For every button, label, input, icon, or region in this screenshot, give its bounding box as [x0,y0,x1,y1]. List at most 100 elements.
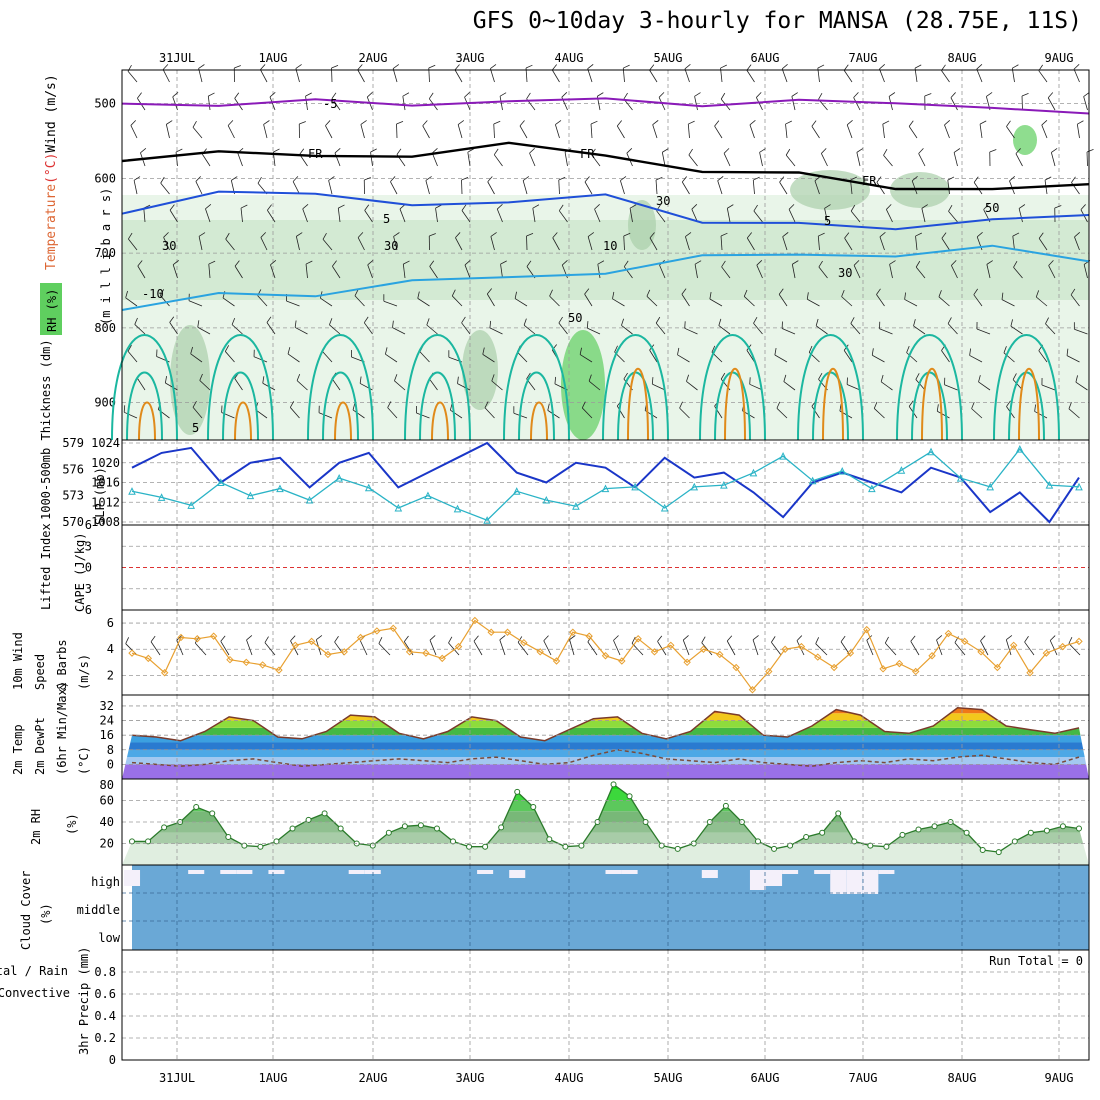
wind-barb-181-flag [163,232,169,238]
wind-barb-338-flag [394,374,398,381]
wind-barb-17 [684,68,690,83]
wind-barb-191-flag [490,232,497,237]
wind-barb-86 [979,124,983,139]
wind-barb-79 [749,124,755,139]
wind-barb-83-flag [882,120,890,125]
wind-barb-113-flag [883,149,888,156]
wind-barb-386-flag [971,401,975,409]
wind-barb-314-flag [579,347,582,355]
wind-barb-25 [941,70,950,83]
wind-barb-75 [616,125,625,139]
wind-barb-261-flag [806,292,809,300]
temp-band-9 [122,695,1089,706]
wind-marker-57 [1058,642,1067,651]
wind-barb-151 [169,209,178,223]
wind-barb-9-flag [428,64,436,69]
wind-barb-170-flag [788,204,795,210]
wind-barb-59 [1083,96,1088,111]
sfc-barb-17-flag [517,636,523,643]
sfc-barb-33-flag [884,636,889,644]
wind-barb-100 [467,152,471,167]
wind-barb-102 [529,152,536,167]
wind-barb-194-flag [587,232,595,237]
wind-barb-162 [532,208,536,223]
wind-barb-339 [428,378,438,391]
wind-barb-347 [686,381,698,391]
wind-barb-131-flag [487,176,493,183]
sfc-barb-36 [954,642,966,656]
wind-barb-180-flag [128,232,133,240]
wind-barb-197-flag [685,232,692,237]
wind-barb-106-flag [662,148,669,153]
wind-barb-335-flag [296,373,301,381]
wind-barb-120 [133,180,138,195]
wind-barb-13 [551,69,560,83]
wind-barb-77 [687,124,690,139]
thickness-marker-8 [364,483,373,492]
wind-barb-7-flag [357,64,363,71]
wind-barb-18-flag [720,64,728,69]
wind-barb-47 [694,96,698,111]
sfc-barb-25 [701,642,713,656]
wind-barb-228-flag [721,260,726,268]
wind-barb-117 [1015,153,1023,167]
wind-barb-133-flag [558,176,566,181]
wind-marker-6 [226,655,234,664]
wind-barb-106 [661,152,666,167]
wind-barb-225-flag [623,260,629,267]
wind-barb-321-flag [808,345,813,353]
stab-tick-0: 6 [85,518,92,532]
wind-barb-345-flag [623,372,628,380]
wind-barb-67 [360,124,365,139]
wind-barb-115 [953,152,958,167]
wind-barb-149-flag [1071,176,1076,183]
isotherm-orange-2 [334,401,352,441]
wind-barb-38 [402,96,406,111]
wind-barb-69 [422,125,430,139]
cloud-bar-36 [701,870,718,878]
wind-barb-58 [1047,97,1056,111]
cloud-bar-0 [123,870,141,886]
thickness-marker-13 [512,487,521,495]
pressure-tick-1: 600 [94,171,116,185]
wind-barb-10-flag [454,64,460,71]
wind-barb-71 [493,123,495,139]
rh-marker-28 [578,842,585,849]
wind-barb-112 [856,152,861,167]
thickness-marker-3 [216,478,225,486]
wind-barb-347-flag [686,374,690,382]
rh-marker-42 [803,834,810,841]
wind-barb-50 [791,96,796,111]
wind-barb-336 [331,378,341,391]
temp-tick-4: 0 [107,757,114,771]
wind-barb-217 [367,264,373,279]
wind-barb-227-flag [694,260,702,265]
wind-barb-160-flag [461,204,467,211]
wind-label-2: & Barbs [55,639,69,690]
wind-barb-22 [843,70,853,83]
wind-barb-183 [225,238,235,251]
wind-barb-355 [944,384,958,391]
rh-marker-59 [1076,825,1082,832]
wind-barb-285-flag [621,318,625,326]
wind-barb-175-flag [948,205,953,212]
series-wind10m-line [131,619,1080,691]
date-label-bottom-9: 9AUG [1045,1071,1074,1085]
wind-barb-105-flag [626,148,633,154]
wind-barb-56-flag [986,92,993,97]
wind-barb-114 [918,153,926,167]
wind-barb-23 [879,68,885,83]
rh-marker-54 [995,849,1002,856]
wind-barb-5-flag [295,64,302,69]
rh-marker-27 [562,843,569,850]
wind-barb-65-flag [299,121,306,125]
wind-barb-252 [514,298,528,307]
wind-barb-329-flag [1066,348,1069,356]
wind-barb-169 [753,210,763,223]
wind-barb-187 [357,237,365,251]
wind-barb-343-flag [554,376,557,384]
wind-barb-156 [337,208,341,223]
rh-blob-4 [790,170,870,210]
rh-marker-57 [1043,827,1050,834]
wind-barb-180 [128,238,138,251]
